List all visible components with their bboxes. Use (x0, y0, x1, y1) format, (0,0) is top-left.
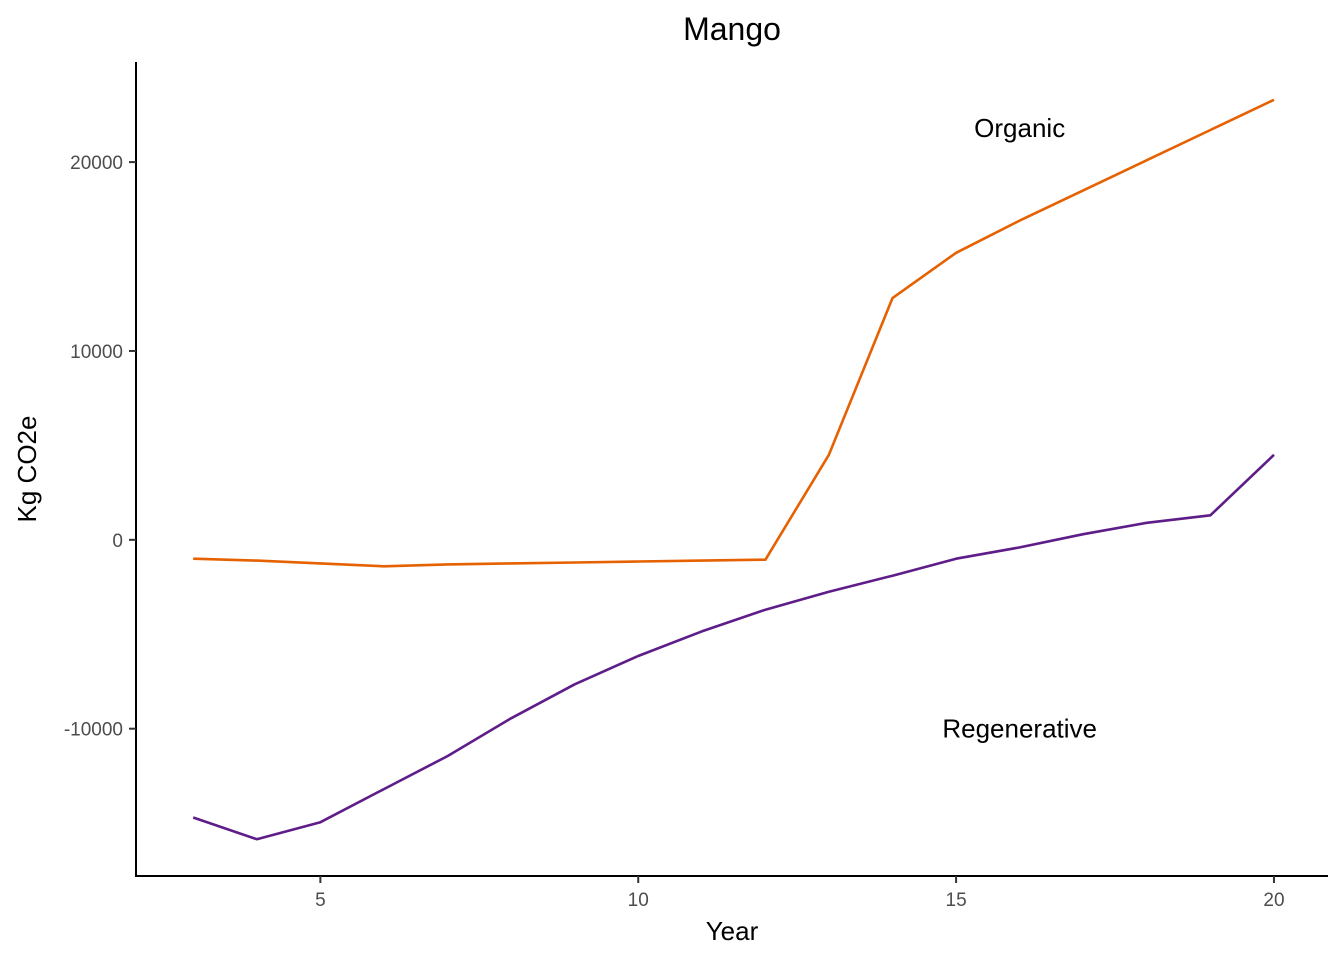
chart-title: Mango (683, 11, 781, 47)
y-tick-label: 10000 (70, 342, 123, 363)
x-tick-label: 10 (628, 890, 649, 911)
y-tick-label: 20000 (70, 153, 123, 174)
axes: 5 10 15 20 -10000 0 10000 20000 (64, 62, 1328, 911)
x-axis-title: Year (706, 916, 759, 946)
y-tick-label: 0 (112, 531, 123, 552)
series-line-organic (193, 98, 1275, 568)
y-axis-title: Kg CO2e (12, 416, 42, 523)
y-tick-label: -10000 (64, 720, 123, 741)
annotation-organic: Organic (974, 113, 1065, 143)
plot-area: Organic Regenerative (192, 98, 1275, 841)
annotation-regenerative: Regenerative (942, 714, 1097, 744)
x-tick-label: 5 (315, 890, 326, 911)
series-line-regenerative (192, 453, 1275, 841)
x-tick-label: 15 (946, 890, 967, 911)
x-tick-label: 20 (1263, 890, 1284, 911)
